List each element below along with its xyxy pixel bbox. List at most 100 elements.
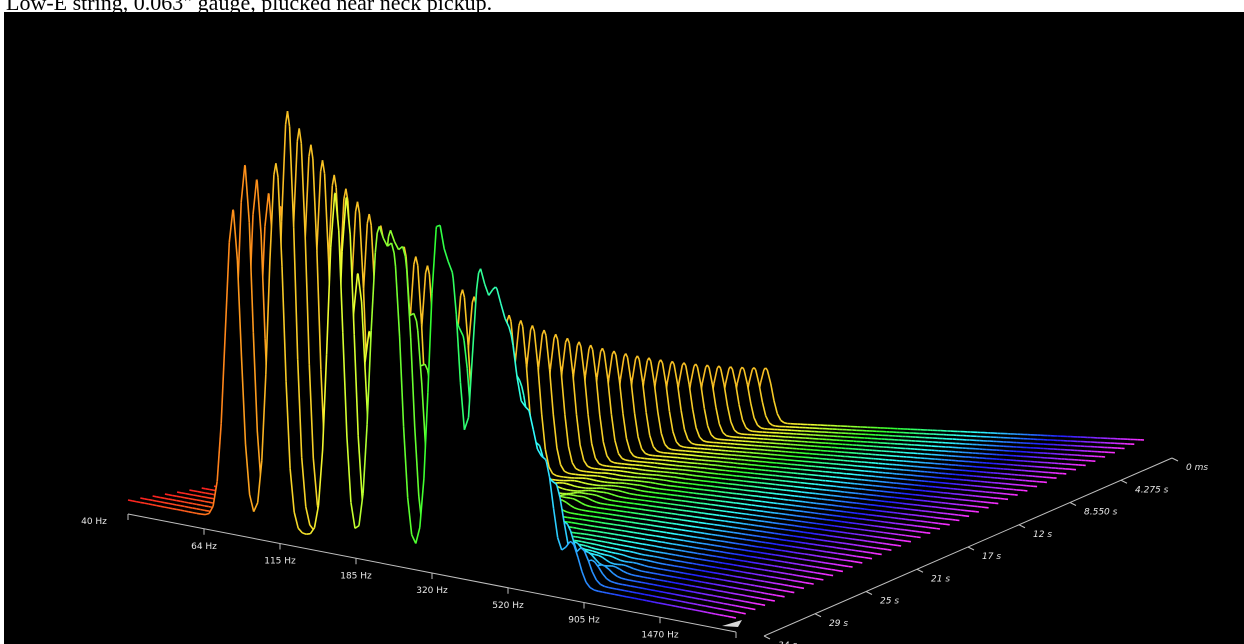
spectrum-slice-segment	[665, 383, 671, 412]
spectrum-slice-segment	[652, 446, 658, 452]
spectrum-slice-segment	[766, 369, 772, 384]
spectrum-slice-segment	[707, 498, 712, 501]
spectrum-slice-segment	[933, 516, 938, 519]
spectrum-slice-segment	[558, 486, 563, 490]
spectrum-slice-segment	[710, 434, 716, 439]
spectrum-slice-segment	[775, 517, 780, 520]
spectrum-slice-segment	[601, 512, 605, 515]
spectrum-slice-segment	[661, 362, 667, 385]
spectrum-slice-segment	[545, 335, 551, 370]
spectrum-slice-segment	[598, 414, 605, 443]
spectrum-slice-segment	[872, 514, 877, 517]
spectrum-slice-segment	[877, 536, 882, 539]
spectrum-slice-segment	[566, 501, 571, 507]
spectrum-slice-segment	[831, 557, 836, 560]
spectrum-slice-segment	[756, 514, 761, 517]
spectrum-slice-segment	[823, 503, 828, 506]
spectrum-slice-segment	[812, 502, 817, 505]
spectrum-slice-segment	[828, 545, 833, 548]
spectrum-slice-segment	[655, 501, 660, 504]
spectrum-slice-segment	[798, 541, 803, 544]
spectrum-slice-segment	[718, 365, 722, 369]
spectrum-slice-segment	[844, 521, 849, 524]
spectrum-slice-segment	[921, 525, 926, 528]
spectrum-slice-segment	[787, 545, 793, 548]
spectrum-slice-segment	[799, 530, 804, 533]
spectrum-slice-segment	[426, 265, 431, 275]
spectrum-slice-segment	[816, 522, 821, 525]
spectrum-slice-segment	[858, 533, 863, 536]
spectrum-slice-segment	[858, 550, 863, 553]
spectrum-slice-segment	[830, 499, 835, 502]
spectrum-slice-segment	[612, 473, 617, 476]
spectrum-slice-segment	[673, 481, 678, 484]
spectrum-slice-mask	[558, 362, 1076, 470]
spectrum-slice-segment	[630, 511, 635, 514]
spectrum-slice-segment	[844, 537, 849, 540]
spectrum-slice-segment	[615, 509, 620, 512]
spectrum-slice-segment	[556, 447, 562, 465]
spectrum-slice-segment	[736, 502, 741, 505]
spectrum-slice-segment	[749, 518, 754, 521]
spectrum-slice-segment	[865, 534, 870, 537]
spectrum-slice-segment	[781, 533, 786, 536]
spectrum-slice-segment	[884, 537, 889, 540]
spectrum-slice-mask	[472, 348, 1008, 500]
spectrum-slice-segment	[759, 530, 764, 533]
spectrum-slice-segment	[619, 514, 624, 518]
spectrum-slice-segment	[839, 531, 844, 534]
spectrum-slice-segment	[878, 510, 883, 513]
spectrum-slice-segment	[920, 520, 925, 523]
spectrum-slice-segment	[682, 509, 687, 512]
spectrum-slice-segment	[554, 333, 559, 340]
spectrum-slice-segment	[839, 547, 844, 550]
spectrum-slice-segment	[552, 478, 557, 481]
spectrum-slice-segment	[896, 528, 901, 531]
spectrum-slice-segment	[624, 525, 629, 528]
spectrum-slice-segment	[780, 503, 785, 506]
spectrum-slice-segment	[723, 515, 728, 518]
spectrum-slice-segment	[757, 540, 762, 543]
spectrum-slice-segment	[772, 542, 777, 546]
spectrum-slice-segment	[830, 524, 835, 527]
spectrum-slice-segment	[710, 485, 715, 488]
spectrum-slice-segment	[562, 493, 567, 496]
spectrum-slice-segment	[734, 511, 739, 514]
spectrum-slice-segment	[666, 488, 671, 491]
spectrum-slice-segment	[652, 477, 657, 480]
spectrum-slice-segment	[812, 554, 817, 557]
spectrum-slice-segment	[584, 492, 589, 495]
spectrum-slice-segment	[829, 535, 834, 538]
spectrum-slice-segment	[615, 473, 620, 477]
spectrum-slice-segment	[776, 543, 781, 546]
spectrum-slice-segment	[701, 367, 707, 384]
spectrum-slice-segment	[699, 493, 704, 496]
spectrum-slice-segment	[874, 504, 879, 507]
spectrum-slice-segment	[803, 547, 808, 550]
spectrum-slice-segment	[728, 541, 733, 544]
spectrum-slice-segment	[609, 523, 614, 526]
spectrum-slice-segment	[649, 465, 654, 468]
spectrum-slice-segment	[596, 506, 601, 509]
spectrum-slice-segment	[660, 516, 665, 519]
spectrum-slice-segment	[761, 401, 767, 416]
spectrum-slice-segment	[699, 436, 704, 442]
spectrum-slice-segment	[656, 450, 661, 453]
spectrum-slice-segment	[607, 379, 613, 415]
spectrum-slice-segment	[728, 525, 733, 529]
spectrum-slice-segment	[836, 515, 841, 518]
spectrum-slice-segment	[762, 530, 767, 533]
spectrum-slice-segment	[733, 531, 738, 534]
spectrum-slice-segment	[831, 504, 836, 507]
spectrum-slice-segment	[763, 515, 768, 518]
spectrum-slice-segment	[817, 512, 822, 515]
spectrum-slice-segment	[786, 518, 791, 521]
spectrum-slice-segment	[847, 532, 852, 535]
spectrum-slice-segment	[938, 506, 943, 509]
spectrum-slice-segment	[636, 489, 641, 492]
spectrum-slice-segment	[581, 486, 586, 489]
spectrum-slice-segment	[659, 488, 664, 491]
spectrum-slice-segment	[747, 528, 752, 531]
spectrum-slice-segment	[772, 424, 776, 427]
